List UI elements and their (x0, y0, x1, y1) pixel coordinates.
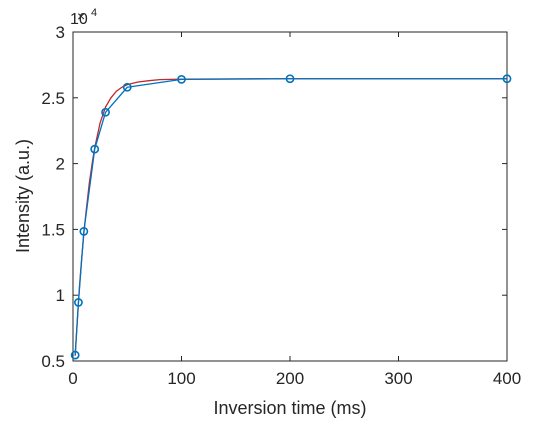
axes: 0 100 200 300 400 0.5 1 1.5 2 2.5 3 (41, 23, 521, 388)
y-axis-label: Intensity (a.u.) (13, 139, 33, 253)
plot-area (73, 32, 507, 361)
data-point-marker (74, 298, 83, 307)
measured-series (70, 74, 512, 360)
y-tick-label: 2.5 (41, 89, 65, 108)
y-exponent-label: 10 4 × (70, 7, 97, 28)
data-point-marker (502, 74, 512, 84)
y-tick-label: 0.5 (41, 352, 65, 371)
y-tick-label: 1 (56, 286, 65, 305)
data-point-marker (90, 144, 100, 154)
x-tick-label: 200 (276, 369, 304, 388)
data-point-marker (70, 350, 80, 360)
x-tick-label: 0 (68, 369, 77, 388)
x-tick-label: 400 (493, 369, 521, 388)
y-exponent-base: 10 (70, 11, 88, 28)
y-exponent-power: 4 (91, 7, 97, 19)
y-tick-label: 2 (56, 155, 65, 174)
data-point-marker (79, 226, 89, 236)
data-point-marker (285, 74, 295, 84)
data-point-marker (101, 107, 110, 117)
x-tick-label: 300 (384, 369, 412, 388)
x-axis-label: Inversion time (ms) (213, 398, 366, 418)
data-point-marker (177, 74, 186, 84)
data-point-marker (122, 82, 132, 92)
y-exponent-times: × (77, 8, 85, 24)
y-tick-label: 1.5 (41, 220, 65, 239)
measured-data-line (74, 78, 507, 356)
x-tick-label: 100 (167, 369, 195, 388)
y-tick-label: 3 (56, 23, 65, 42)
